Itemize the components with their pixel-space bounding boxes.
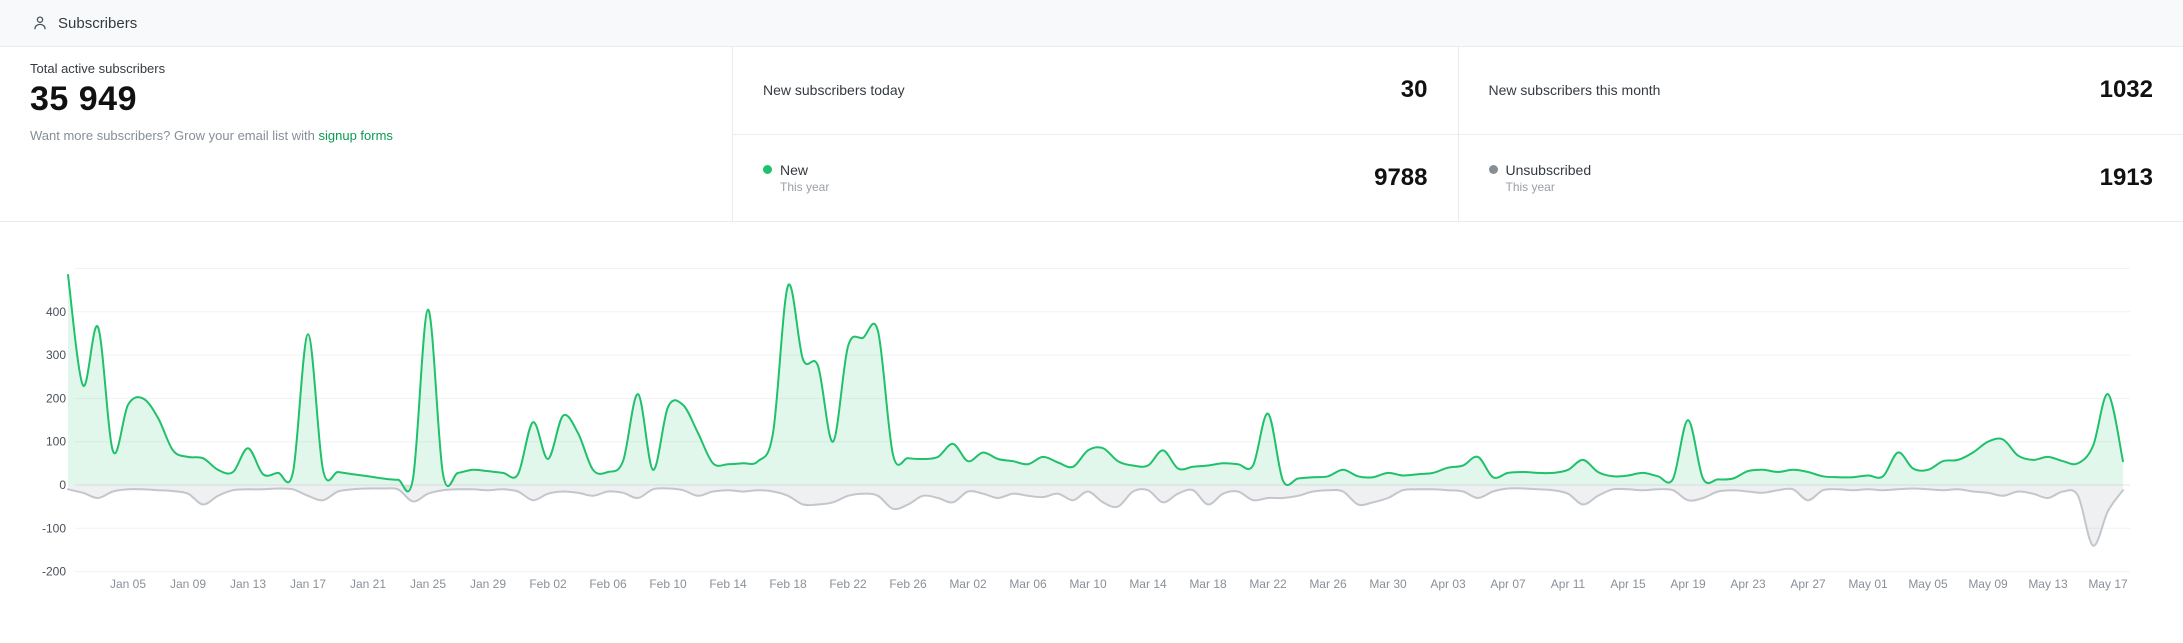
- svg-text:Jan 09: Jan 09: [170, 577, 206, 591]
- svg-text:Mar 18: Mar 18: [1189, 577, 1227, 591]
- svg-text:Feb 26: Feb 26: [889, 577, 927, 591]
- stats-middle-column: New subscribers today 30 New This year 9…: [733, 47, 1458, 221]
- svg-text:Apr 11: Apr 11: [1551, 577, 1586, 591]
- new-legend-dot: [763, 165, 772, 175]
- svg-text:Jan 25: Jan 25: [410, 577, 446, 591]
- person-icon: [32, 15, 48, 31]
- new-legend-sublabel: This year: [780, 179, 830, 194]
- subscribers-hint: Want more subscribers? Grow your email l…: [30, 128, 702, 143]
- svg-text:Feb 06: Feb 06: [589, 577, 627, 591]
- svg-text:Jan 05: Jan 05: [110, 577, 146, 591]
- svg-text:Mar 10: Mar 10: [1069, 577, 1107, 591]
- total-subscribers-card: Total active subscribers 35 949 Want mor…: [0, 47, 733, 221]
- new-this-year-row: New This year 9788: [733, 135, 1458, 222]
- subscribers-chart-svg[interactable]: 400 300 200 100 0 -100 -200 Jan 05 Jan 09 Jan 13 J…: [0, 222, 2183, 643]
- svg-text:Feb 22: Feb 22: [829, 577, 867, 591]
- svg-text:100: 100: [46, 435, 66, 449]
- svg-text:300: 300: [46, 348, 66, 362]
- svg-text:Mar 02: Mar 02: [949, 577, 987, 591]
- svg-text:Feb 10: Feb 10: [649, 577, 687, 591]
- svg-text:Jan 29: Jan 29: [470, 577, 506, 591]
- svg-text:Jan 21: Jan 21: [350, 577, 386, 591]
- svg-text:Jan 13: Jan 13: [230, 577, 266, 591]
- unsubscribed-legend-sublabel: This year: [1505, 179, 1555, 194]
- topbar: Subscribers: [0, 0, 2183, 47]
- total-subscribers-label: Total active subscribers: [30, 61, 166, 76]
- svg-text:-200: -200: [42, 565, 66, 579]
- svg-text:Mar 30: Mar 30: [1369, 577, 1407, 591]
- page-title: Subscribers: [58, 14, 138, 32]
- new-this-month-row: New subscribers this month 1032: [1458, 47, 2183, 135]
- svg-text:May 05: May 05: [1908, 577, 1948, 591]
- svg-text:200: 200: [46, 391, 66, 405]
- svg-text:400: 400: [46, 305, 66, 319]
- new-this-month-value: 1032: [2099, 76, 2153, 104]
- svg-text:May 01: May 01: [1848, 577, 1888, 591]
- svg-text:Mar 14: Mar 14: [1129, 577, 1167, 591]
- new-this-month-label: New subscribers this month: [1488, 82, 1661, 99]
- new-legend: New: [763, 162, 829, 178]
- unsubscribed-this-year-value: 1913: [2099, 163, 2153, 191]
- svg-text:May 09: May 09: [1968, 577, 2008, 591]
- subscribers-chart[interactable]: 400 300 200 100 0 -100 -200 Jan 05 Jan 09 Jan 13 J…: [0, 222, 2183, 643]
- svg-text:May 17: May 17: [2088, 577, 2128, 591]
- new-this-year-value: 9788: [1374, 163, 1428, 191]
- new-legend-label: New: [780, 161, 809, 178]
- svg-text:Apr 03: Apr 03: [1430, 577, 1466, 591]
- svg-text:Apr 15: Apr 15: [1610, 577, 1646, 591]
- svg-text:Feb 18: Feb 18: [769, 577, 807, 591]
- stats-right-column: New subscribers this month 1032 Unsubscr…: [1457, 47, 2183, 222]
- svg-text:Apr 19: Apr 19: [1670, 577, 1706, 591]
- unsubscribed-legend-label: Unsubscribed: [1505, 161, 1592, 178]
- unsubscribed-this-year-row: Unsubscribed This year 1913: [1459, 135, 2183, 222]
- unsubscribed-legend: Unsubscribed: [1488, 161, 1592, 178]
- svg-text:Feb 02: Feb 02: [529, 577, 567, 591]
- svg-text:Jan 17: Jan 17: [290, 577, 326, 591]
- svg-text:Apr 23: Apr 23: [1730, 577, 1766, 591]
- svg-text:-100: -100: [42, 521, 66, 535]
- svg-text:Mar 22: Mar 22: [1249, 577, 1287, 591]
- svg-text:Apr 07: Apr 07: [1490, 577, 1526, 591]
- svg-text:0: 0: [59, 478, 66, 492]
- svg-text:May 13: May 13: [2028, 577, 2068, 591]
- stats-band: Total active subscribers 35 949 Want mor…: [0, 47, 2183, 222]
- svg-text:Apr 27: Apr 27: [1790, 577, 1826, 591]
- total-subscribers-value: 35 949: [30, 80, 137, 118]
- svg-text:Mar 26: Mar 26: [1309, 577, 1347, 591]
- hint-text: Want more subscribers? Grow your email l…: [30, 128, 319, 143]
- new-today-value: 30: [1400, 76, 1428, 104]
- new-today-label: New subscribers today: [763, 82, 905, 99]
- new-today-row: New subscribers today 30: [733, 47, 1458, 135]
- svg-text:Feb 14: Feb 14: [709, 577, 747, 591]
- svg-text:Mar 06: Mar 06: [1009, 577, 1047, 591]
- signup-forms-link[interactable]: signup forms: [318, 128, 393, 143]
- unsubscribed-legend-dot: [1488, 165, 1498, 175]
